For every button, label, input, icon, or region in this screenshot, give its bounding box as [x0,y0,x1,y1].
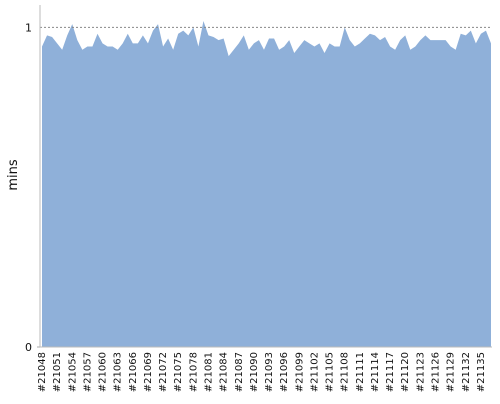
x-tick-label: #21132 [461,352,472,392]
x-tick-label: #21099 [294,352,305,392]
x-tick-label: #21126 [431,352,442,392]
y-tick-label: 1 [25,21,32,34]
x-tick-label: #21090 [249,352,260,392]
x-tick-label: #21108 [340,352,351,392]
x-tick-label: #21060 [98,352,109,392]
y-tick-label: 0 [25,341,32,354]
x-tick-label: #21087 [234,352,245,392]
x-tick-label: #21120 [400,352,411,392]
x-tick-label: #21057 [82,352,93,392]
x-tick-label: #21105 [325,352,336,392]
x-tick-label: #21111 [355,352,366,392]
x-tick-label: #21051 [52,352,63,392]
x-tick-label: #21063 [113,352,124,392]
x-tick-label: #21114 [370,352,381,392]
x-tick-label: #21048 [37,352,48,392]
x-tick-label: #21078 [188,352,199,392]
x-tick-label: #21102 [309,352,320,392]
x-tick-label: #21084 [219,352,230,392]
x-tick-label: #21123 [415,352,426,392]
x-tick-label: #21069 [143,352,154,392]
x-tick-label: #21081 [203,352,214,392]
x-tick-label: #21066 [128,352,139,392]
y-axis-label: mins [6,159,21,191]
x-tick-label: #21072 [158,352,169,392]
x-tick-label: #21135 [476,352,487,392]
area [42,20,491,347]
x-tick-label: #21054 [67,352,78,392]
x-tick-label: #21096 [279,352,290,392]
x-tick-label: #21117 [385,352,396,392]
x-tick-label: #21129 [446,352,457,392]
x-tick-label: #21093 [264,352,275,392]
x-tick-label: #21075 [173,352,184,392]
